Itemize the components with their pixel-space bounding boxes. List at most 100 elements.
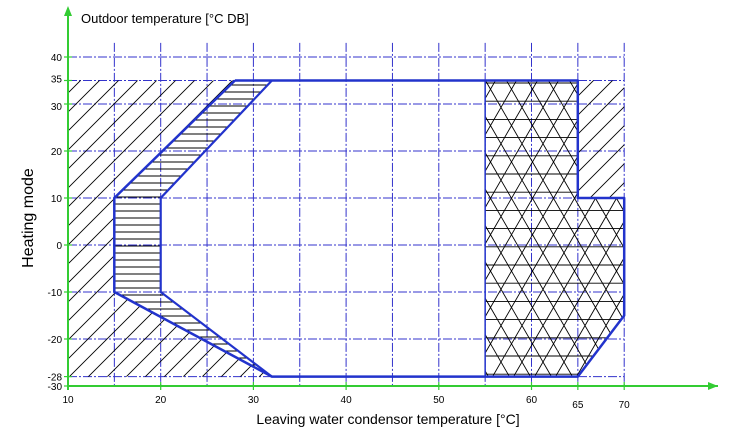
x-tick-label: 20 [155,395,167,406]
x-axis-label: Leaving water condensor temperature [°C] [256,411,519,427]
hatch-line [522,80,625,377]
hatch-line [485,80,501,377]
hatch-line [501,80,625,377]
hatch-line [485,80,625,377]
hatch-line [564,80,625,377]
y-tick-label: -20 [48,335,63,346]
hatch-line [145,0,395,433]
hatch-line [229,0,479,433]
hatch-line [525,80,625,377]
hatch-line [229,0,479,433]
hatch-line [468,80,625,377]
hatch-line [373,80,625,377]
x-tick-label: 60 [526,395,538,406]
hatch-line [103,0,353,433]
hatch-line [620,80,625,377]
hatch-line [166,0,416,433]
hatch-line [126,80,561,377]
hatch-line [712,0,733,433]
hatch-line [68,80,295,377]
hatch-line [208,0,458,433]
hatch-line [187,0,437,433]
grid [68,42,625,386]
hatch-line [487,80,625,377]
hatch-line [68,80,124,377]
hatch-line [712,0,733,433]
y-tick-label: 10 [51,194,63,205]
hatch-line [628,0,733,433]
hatch-line [61,0,311,433]
tick-labels: 40 35 30 20 10 0 -10 -20 -28-30 10 20 30 40 50 60 65 70 [48,53,631,411]
hatch-line [485,80,625,377]
hatch-line [68,80,257,377]
hatch-line [0,0,101,433]
hatch-line [670,0,733,433]
hatch-line [392,80,625,377]
hatch-line [485,80,606,377]
chart-title: Heating mode [20,168,37,268]
hatch-line [585,80,625,377]
hatch-line [485,80,564,377]
y-tick-label: 35 [51,75,63,86]
hatch-line [0,0,17,433]
hatch-line [691,0,733,433]
x-tick-label: 70 [619,400,631,411]
hatch-line [678,0,733,433]
hatch-line [240,80,625,377]
hatch-line [606,80,625,377]
hatch-line [0,0,122,433]
hatch-line [68,80,314,377]
hatch-line [606,80,625,377]
hatch-line [543,80,625,377]
hatch-line [659,0,733,433]
axes [64,6,718,390]
hatch-line [354,80,625,377]
hatch-line [0,0,122,433]
x-tick-label: 65 [572,400,584,411]
hatch-line [69,80,504,377]
hatch-line [187,0,437,433]
hatch-line [88,80,523,377]
hatch-line [640,0,733,433]
hatch-line [485,80,625,377]
hatch-line [164,80,599,377]
envelope-layer [113,79,626,378]
hatch-line [697,0,733,433]
hatch-line [506,80,625,377]
hatch-line [68,80,371,377]
hatch-line [485,80,501,377]
y-axis-arrow [64,6,72,16]
hatch-line [68,80,409,377]
hatch-line [522,80,625,377]
y-tick-label: -30 [48,382,63,393]
hatch-line [68,80,276,377]
band-boundary [159,79,273,378]
hatch-line [449,80,625,377]
hatch-line [485,80,522,377]
hatch-line [0,0,9,433]
hatch-line [411,80,625,377]
hatch-line [485,80,585,377]
hatch-line [564,80,625,377]
hatch-line [485,80,625,377]
hatch-line [183,80,618,377]
hatch-line [691,0,733,433]
hatch-line [485,80,625,377]
y-tick-label: 0 [56,241,62,252]
hatch-line [716,0,733,433]
y-tick-label: -10 [48,288,63,299]
hatch-line [68,80,390,377]
hatch-line [145,0,395,433]
hatch-line [61,0,311,433]
hatch-line [103,0,353,433]
y-tick-label: -28 [48,373,63,384]
hatch-line [166,0,416,433]
x-axis-arrow [708,382,718,390]
hatch-line [649,0,733,433]
hatch-line [628,0,733,433]
hatch-line [68,80,86,377]
hatch-line [601,80,625,377]
hatch-line [68,80,105,377]
hatch-line [202,80,625,377]
